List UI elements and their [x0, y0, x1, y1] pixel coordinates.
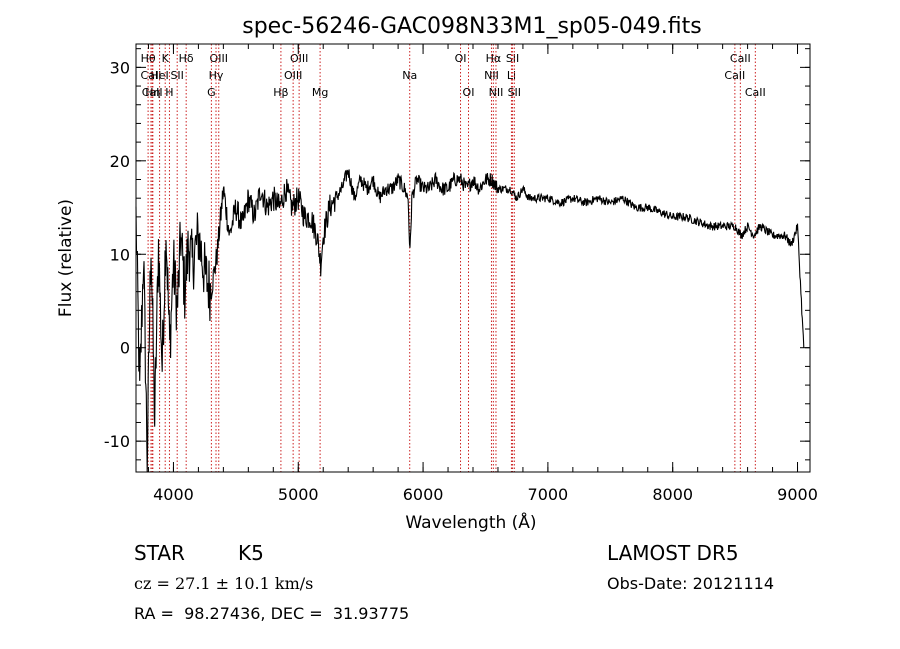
marker-label-20: NII	[484, 69, 499, 82]
y-tick-label-4: 30	[110, 58, 130, 77]
marker-label-11: G	[207, 86, 216, 99]
x-tick-label-0: 4000	[153, 485, 194, 504]
plot-frame	[135, 43, 811, 473]
survey-name: LAMOST DR5	[607, 541, 739, 565]
marker-label-9: OIII	[210, 52, 228, 65]
observation-date: Obs-Date: 20121114	[607, 574, 775, 593]
marker-label-16: Na	[402, 69, 417, 82]
x-axis-label: Wavelength (Å)	[405, 511, 536, 533]
marker-label-6: H	[165, 86, 173, 99]
axis-ticks: 4000 5000 6000 7000 8000 9000 -10 0 10 20 30	[104, 44, 818, 504]
marker-label-15: Mg	[312, 86, 328, 99]
marker-label-2: CaII	[142, 86, 163, 99]
x-tick-label-1: 5000	[278, 485, 319, 504]
marker-label-1: CaII	[141, 69, 162, 82]
y-tick-label-2: 10	[110, 245, 130, 264]
marker-label-0: Hθ	[141, 52, 156, 65]
x-tick-label-3: 7000	[528, 485, 569, 504]
marker-label-23: Li	[507, 69, 516, 82]
marker-label-19: Hα	[486, 52, 502, 65]
x-tick-label-2: 6000	[403, 485, 444, 504]
marker-label-14: Hβ	[273, 86, 288, 99]
x-tick-label-4: 8000	[652, 485, 693, 504]
coordinates-info: RA = 98.27436, DEC = 31.93775	[134, 604, 410, 623]
y-axis-label: Flux (relative)	[56, 199, 76, 317]
object-class: STAR	[134, 541, 185, 565]
marker-label-25: CaII	[730, 52, 751, 65]
marker-label-18: OI	[463, 86, 475, 99]
marker-label-5: K	[162, 52, 170, 65]
marker-label-12: OIII	[290, 52, 308, 65]
y-tick-label-1: 0	[120, 339, 130, 358]
marker-label-4: Hη	[145, 86, 160, 99]
marker-label-7: SII	[170, 69, 183, 82]
marker-label-17: OI	[455, 52, 467, 65]
x-tick-label-5: 9000	[777, 485, 818, 504]
marker-label-10: Hγ	[209, 69, 224, 82]
y-tick-label-3: 20	[110, 152, 130, 171]
marker-label-13: OIII	[284, 69, 302, 82]
chart-title: spec-56246-GAC098N33M1_sp05-049.fits	[242, 14, 702, 39]
marker-label-21: NII	[489, 86, 504, 99]
marker-label-22: SII	[506, 52, 519, 65]
y-tick-label-0: -10	[104, 432, 130, 451]
marker-label-27: CaII	[745, 86, 766, 99]
marker-label-26: CaII	[724, 69, 745, 82]
redshift-info: cz = 27.1 ± 10.1 km/s	[134, 574, 314, 593]
spectrum-line	[135, 169, 805, 473]
marker-label-3: HeI	[150, 69, 168, 82]
marker-label-24: SII	[508, 86, 521, 99]
marker-label-8: Hδ	[179, 52, 194, 65]
object-subclass: K5	[238, 541, 264, 565]
